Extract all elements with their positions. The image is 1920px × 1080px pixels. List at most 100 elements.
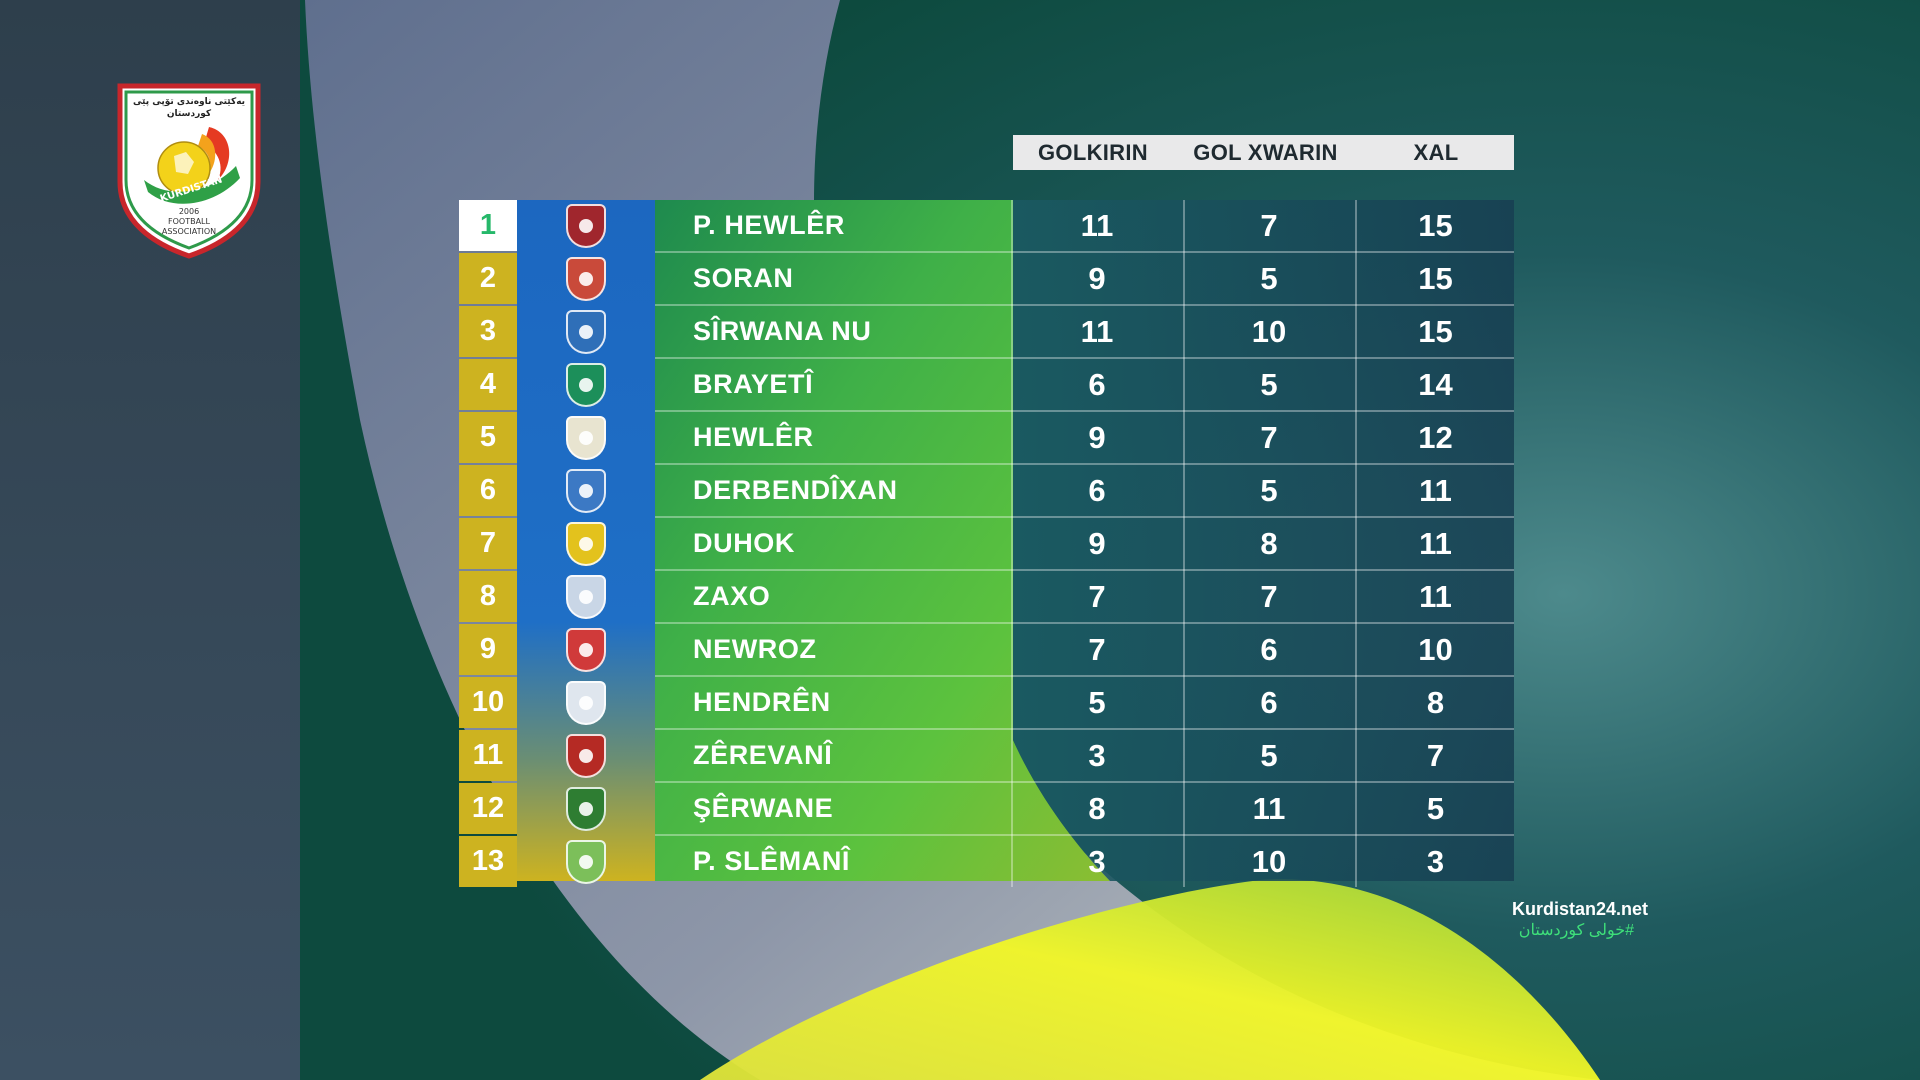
team-crest-icon (566, 256, 606, 301)
team-name: DUHOK (693, 528, 795, 558)
goals-conceded-cell: 8 (1260, 525, 1278, 561)
goals-scored-cell: 7 (1088, 578, 1106, 614)
logo-year: 2006 (179, 207, 199, 216)
goals-scored-cell: 9 (1088, 419, 1106, 455)
table-row: 12 ŞÊRWANE 8 11 5 (459, 783, 1514, 836)
logo-bottom-text-2: ASSOCIATION (162, 227, 216, 236)
team-crest-icon (566, 574, 606, 619)
points-cell: 12 (1418, 419, 1453, 455)
svg-text:کوردستان: کوردستان (167, 109, 212, 119)
goals-conceded-cell: 10 (1251, 843, 1287, 879)
goals-conceded-cell: 5 (1260, 472, 1278, 508)
goals-conceded-cell: 6 (1260, 631, 1278, 667)
goals-scored-cell: 6 (1088, 366, 1106, 402)
row-divider (655, 357, 1514, 359)
crest-cell (517, 783, 655, 834)
team-crest-icon (566, 362, 606, 407)
points-cell: 11 (1419, 472, 1452, 508)
goals-conceded-cell: 10 (1251, 313, 1287, 349)
points-cell: 3 (1426, 843, 1445, 879)
goals-conceded-cell: 5 (1260, 260, 1278, 296)
team-crest-icon (566, 309, 606, 354)
rank-cell: 6 (459, 465, 517, 516)
points-cell: 15 (1418, 207, 1453, 243)
rank-cell: 3 (459, 306, 517, 357)
points-cell: 11 (1419, 525, 1452, 561)
team-crest-icon (566, 786, 606, 831)
team-name: SORAN (693, 263, 794, 293)
rank-cell: 5 (459, 412, 517, 463)
goals-scored-cell: 6 (1088, 472, 1106, 508)
table-row: 6 DERBENDÎXAN 6 5 11 (459, 465, 1514, 518)
rank-cell: 10 (459, 677, 517, 728)
points-cell: 5 (1426, 790, 1445, 826)
rank-cell: 1 (459, 200, 517, 251)
row-divider (655, 675, 1514, 677)
crest-cell (517, 677, 655, 728)
row-divider (655, 251, 1514, 253)
rank-cell: 9 (459, 624, 517, 675)
table-row: 8 ZAXO 7 7 11 (459, 571, 1514, 624)
table-row: 2 SORAN 9 5 15 (459, 253, 1514, 306)
row-divider (655, 463, 1514, 465)
team-name: HEWLÊR (693, 422, 814, 452)
goals-scored-cell: 3 (1088, 843, 1106, 879)
row-divider (655, 410, 1514, 412)
crest-cell (517, 253, 655, 304)
table-row: 5 HEWLÊR 9 7 12 (459, 412, 1514, 465)
goals-conceded-cell: 11 (1252, 790, 1286, 826)
column-divider (1011, 200, 1013, 887)
row-divider (655, 569, 1514, 571)
table-row: 4 BRAYETÎ 6 5 14 (459, 359, 1514, 412)
column-header-conceded: GOL XWARIN (1193, 139, 1338, 165)
team-crest-icon (566, 521, 606, 566)
crest-cell (517, 200, 655, 251)
points-cell: 15 (1418, 313, 1453, 349)
crest-cell (517, 518, 655, 569)
team-crest-icon (566, 680, 606, 725)
team-crest-icon (566, 627, 606, 672)
column-header-points: XAL (1413, 139, 1459, 165)
hashtag: #خولی کوردستان (1518, 922, 1634, 939)
team-crest-icon (566, 733, 606, 778)
table-row: 9 NEWROZ 7 6 10 (459, 624, 1514, 677)
svg-text:یەکێتی ناوەندی تۆپی پێی: یەکێتی ناوەندی تۆپی پێی (133, 97, 245, 107)
table-row: 10 HENDRÊN 5 6 8 (459, 677, 1514, 730)
column-divider (1183, 200, 1185, 887)
column-header-scored: GOLKIRIN (1038, 139, 1148, 165)
crest-cell (517, 730, 655, 781)
team-name: ZAXO (693, 581, 771, 611)
rank-cell: 12 (459, 783, 517, 834)
table-row: 13 P. SLÊMANÎ 3 10 3 (459, 836, 1514, 889)
goals-conceded-cell: 7 (1260, 578, 1278, 614)
logo-bottom-text-1: FOOTBALL (168, 217, 211, 226)
rank-cell: 7 (459, 518, 517, 569)
goals-conceded-cell: 6 (1260, 684, 1278, 720)
goals-scored-cell: 5 (1088, 684, 1106, 720)
crest-cell (517, 412, 655, 463)
points-cell: 15 (1418, 260, 1453, 296)
points-cell: 11 (1419, 578, 1452, 614)
table-row: 3 SÎRWANA NU 11 10 15 (459, 306, 1514, 359)
table-row: 7 DUHOK 9 8 11 (459, 518, 1514, 571)
rank-cell: 2 (459, 253, 517, 304)
team-crest-icon (566, 839, 606, 884)
column-header-bar: GOLKIRIN GOL XWARIN XAL (1013, 135, 1514, 170)
broadcaster-branding: Kurdistan24.net #خولی کوردستان (1512, 899, 1662, 940)
team-crest-icon (566, 415, 606, 460)
points-cell: 8 (1426, 684, 1445, 720)
team-name: BRAYETÎ (693, 369, 814, 399)
team-name: DERBENDÎXAN (693, 475, 898, 505)
goals-scored-cell: 11 (1080, 313, 1114, 349)
federation-logo: یەکێتی ناوەندی تۆپی پێی کوردستان KURDIST… (114, 82, 264, 260)
column-divider (1355, 200, 1357, 887)
crest-cell (517, 306, 655, 357)
row-divider (655, 728, 1514, 730)
crest-cell (517, 571, 655, 622)
standings-table: 1 P. HEWLÊR 11 7 15 2 SORAN 9 5 15 3 SÎRWANA NU 11 10… (459, 200, 1514, 889)
team-name: NEWROZ (693, 634, 817, 664)
team-name: P. SLÊMANÎ (693, 846, 851, 876)
goals-scored-cell: 9 (1088, 525, 1106, 561)
goals-conceded-cell: 5 (1260, 737, 1278, 773)
